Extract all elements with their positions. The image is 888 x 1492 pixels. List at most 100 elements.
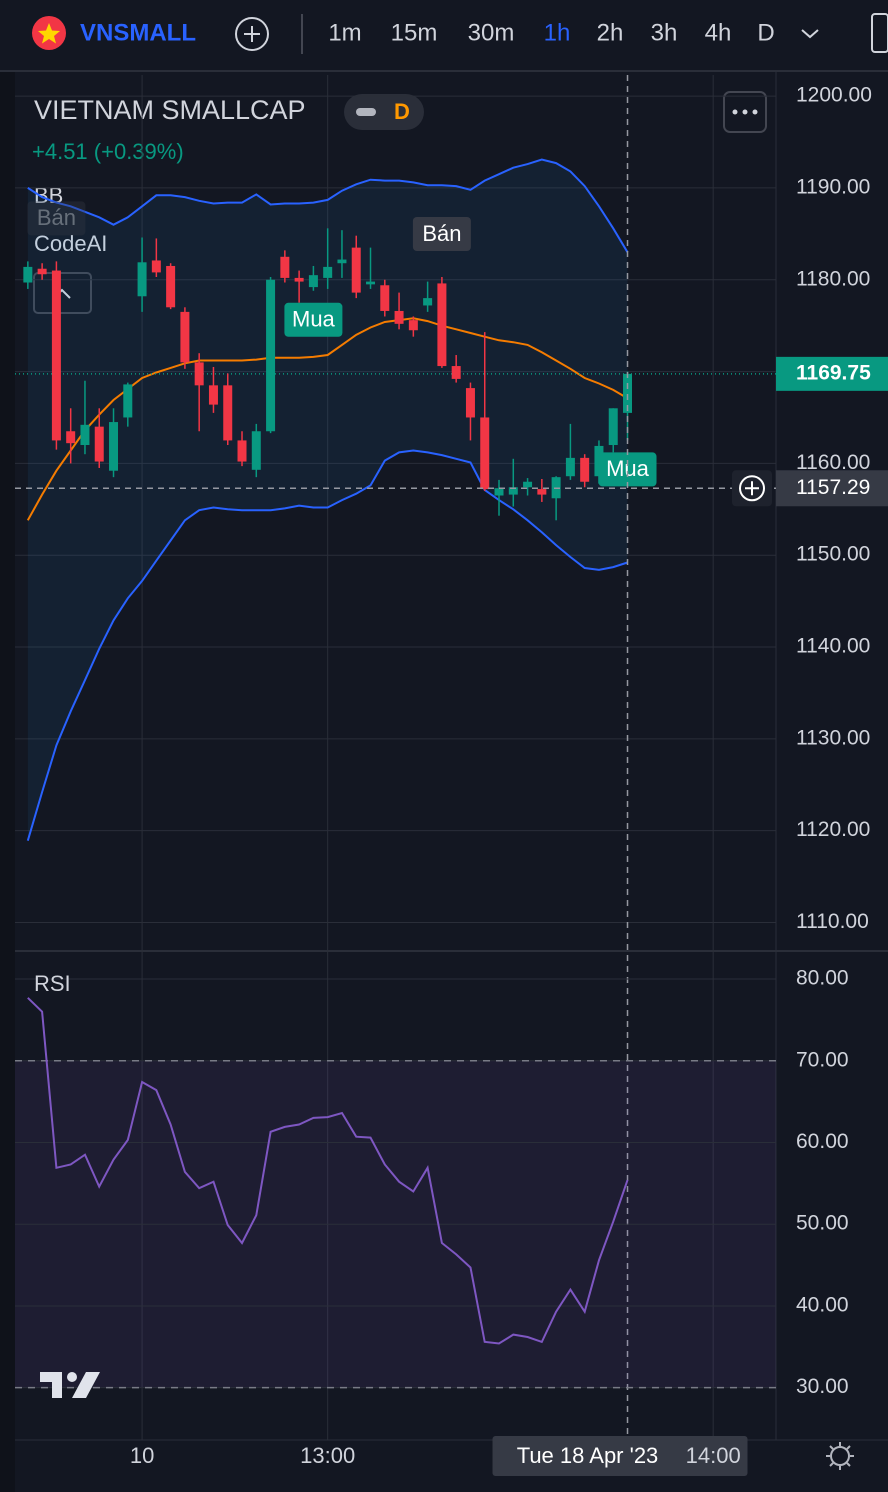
indicator-label: CodeAI: [34, 231, 107, 256]
candle-body: [494, 488, 504, 496]
symbol-button[interactable]: VNSMALL: [32, 16, 196, 50]
candle-body: [109, 422, 119, 471]
interval[interactable]: 1h: [544, 19, 571, 46]
interval[interactable]: 2h: [597, 19, 624, 46]
candle-body: [537, 489, 547, 495]
candle-body: [366, 281, 376, 285]
y-tick-label: 1120.00: [796, 818, 870, 841]
candle-body: [294, 277, 304, 282]
price-pane: 1110.00 1120.00 1130.00 1140.00 1150.00 1160.…: [15, 75, 888, 1476]
y-tick-label: 1150.00: [796, 543, 870, 566]
dot: [732, 109, 738, 115]
settings-button[interactable]: [826, 1442, 854, 1470]
menu-dots: [732, 109, 758, 115]
flag-star: [38, 23, 60, 44]
candle-body: [251, 431, 261, 470]
candle-body: [323, 266, 333, 278]
x-tick-label: 13:00: [300, 1443, 355, 1468]
logo-part: [67, 1372, 77, 1382]
add-alert-icon: [739, 475, 765, 502]
interval[interactable]: 4h: [705, 19, 732, 46]
y-tick-label: 1180.00: [796, 267, 870, 290]
bb-line: [27, 158, 629, 253]
signal-box: [598, 452, 657, 487]
crosshair-price-tag: [776, 470, 888, 507]
x-tick-label: 14:00: [686, 1443, 741, 1468]
interval[interactable]: 15m: [391, 19, 438, 46]
y-tick-label: 30.00: [796, 1375, 849, 1398]
candle-body: [80, 424, 90, 446]
legend-title: VIETNAM SMALLCAP: [34, 95, 306, 125]
candle-body: [608, 408, 618, 446]
candle-body: [208, 385, 218, 405]
interval[interactable]: 3h: [651, 19, 678, 46]
toolbar: [0, 0, 888, 70]
candle-body: [480, 417, 490, 490]
dot: [752, 109, 758, 115]
candle-body: [351, 247, 361, 293]
rsi-line: [27, 997, 629, 1345]
candle-body: [266, 279, 276, 432]
y-tick-label: 50.00: [796, 1212, 849, 1235]
y-tick-label: 80.00: [796, 967, 849, 990]
y-tick-label: 1110.00: [796, 910, 869, 933]
candle-body: [180, 311, 190, 363]
left-strip: [0, 72, 15, 1492]
candle-body: [580, 457, 590, 482]
dot: [742, 109, 748, 115]
candle-body: [508, 487, 518, 495]
compare-button[interactable]: [235, 17, 269, 51]
candle-body: [565, 457, 575, 477]
interval[interactable]: D: [757, 19, 774, 46]
legend-change: +4.51 (+0.39%): [32, 139, 184, 164]
candle-body: [465, 388, 475, 418]
legend-pill[interactable]: [344, 94, 424, 130]
candle-body: [337, 259, 347, 264]
candle-body: [408, 320, 418, 331]
x-tick-label: 10: [130, 1443, 154, 1468]
interval[interactable]: 1m: [328, 19, 361, 46]
candle-body: [51, 270, 61, 441]
collapse-button[interactable]: [33, 272, 92, 314]
legend-toggle: [356, 108, 376, 116]
candle-body: [194, 362, 204, 386]
y-tick-label: 1130.00: [796, 726, 870, 749]
toolbar-more[interactable]: [871, 13, 888, 53]
plot: [27, 997, 629, 1345]
signal-text: Bán: [422, 221, 461, 246]
symbol: VNSMALL: [80, 19, 196, 46]
interval-dropdown[interactable]: [801, 29, 819, 39]
candle-body: [223, 385, 233, 441]
candle-body: [166, 265, 176, 308]
signal-box: [284, 302, 343, 337]
last-price-label: 1169.75: [796, 361, 871, 384]
candle-body: [451, 366, 461, 379]
interval[interactable]: 30m: [468, 19, 515, 46]
candle-body: [137, 262, 147, 297]
y-tick-label: 60.00: [796, 1130, 849, 1153]
candle-body: [237, 440, 247, 462]
add-alert-plus: [745, 481, 759, 496]
legend-badge: D: [394, 99, 410, 124]
candle-body: [523, 481, 533, 488]
candle-body: [437, 283, 447, 367]
crosshair-time-label: Tue 18 Apr '23: [517, 1443, 659, 1468]
y-tick-label: 70.00: [796, 1048, 849, 1071]
signal-label: Bán: [27, 201, 86, 236]
y-tick-label: 1160.00: [796, 451, 870, 474]
gear-teeth: [826, 1442, 854, 1470]
rsi-title: RSI: [34, 971, 71, 996]
candle-body: [66, 431, 76, 444]
candle-body: [308, 275, 318, 288]
interval-list: 1m 15m 30m 1h 2h 3h 4h D: [328, 19, 774, 46]
candle-body: [423, 298, 433, 306]
candle-body: [394, 310, 404, 324]
candle-body: [23, 266, 33, 283]
signal-text: Bán: [37, 205, 76, 230]
logo[interactable]: [40, 1372, 100, 1398]
crosshair-price-label: 1157.29: [796, 476, 870, 499]
compare-plus: [244, 26, 260, 42]
y-tick-label: 1140.00: [796, 635, 870, 658]
gear-icon: [830, 1446, 850, 1466]
